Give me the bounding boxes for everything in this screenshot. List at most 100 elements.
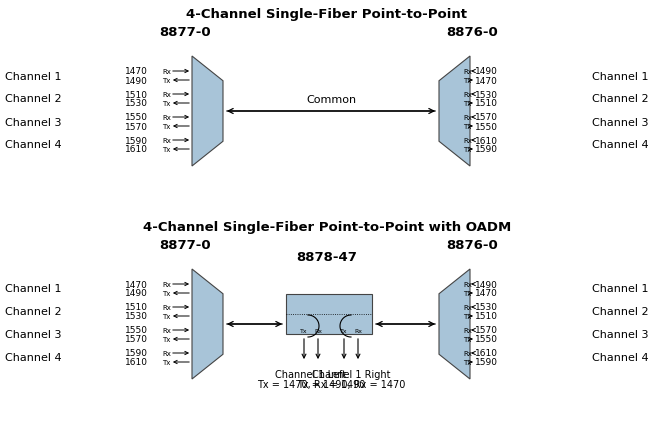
Text: Rx: Rx [463,327,472,333]
Text: 1510: 1510 [475,312,498,321]
Text: 1610: 1610 [475,349,498,358]
Text: Tx: Tx [463,78,472,84]
Text: 1550: 1550 [125,113,148,122]
Text: 1470: 1470 [125,67,148,76]
Polygon shape [192,269,223,379]
Text: Rx: Rx [162,327,171,333]
Text: Channel 2: Channel 2 [593,94,649,104]
Text: Channel 4: Channel 4 [5,140,61,150]
Text: Rx: Rx [162,138,171,144]
Text: Rx: Rx [162,281,171,287]
Text: Common: Common [306,95,356,105]
Text: Rx: Rx [162,115,171,121]
Text: Rx: Rx [463,92,472,98]
Text: Channel 1: Channel 1 [5,71,61,81]
Text: Rx: Rx [162,69,171,75]
Text: Rx: Rx [162,304,171,310]
Text: Rx: Rx [463,138,472,144]
Text: Tx: Tx [162,78,171,84]
Text: Channel 1: Channel 1 [593,284,649,294]
Text: Rx: Rx [463,304,472,310]
Text: 1530: 1530 [475,303,498,312]
Text: Tx: Tx [162,313,171,319]
Text: Rx: Rx [314,328,322,333]
Text: 1570: 1570 [475,113,498,122]
Text: Tx: Tx [463,359,472,365]
Text: Channel 4: Channel 4 [5,353,61,363]
Text: 4-Channel Single-Fiber Point-to-Point: 4-Channel Single-Fiber Point-to-Point [186,8,468,21]
Text: 1550: 1550 [125,326,148,335]
Text: 1570: 1570 [125,335,148,344]
Text: Rx: Rx [463,350,472,356]
Text: Channel 2: Channel 2 [5,94,61,104]
Text: Channel 3: Channel 3 [593,330,649,340]
Text: 4-Channel Single-Fiber Point-to-Point with OADM: 4-Channel Single-Fiber Point-to-Point wi… [143,221,511,233]
Text: Rx: Rx [463,281,472,287]
Text: Rx: Rx [354,328,362,333]
Text: Rx: Rx [162,350,171,356]
Text: 1570: 1570 [125,122,148,131]
Text: 1510: 1510 [475,99,498,108]
Text: 1470: 1470 [475,76,498,85]
Text: Tx: Tx [162,359,171,365]
Text: Channel 1: Channel 1 [593,71,649,81]
Text: 1550: 1550 [475,122,498,131]
Text: Channel 2: Channel 2 [5,307,61,317]
Text: Channel 4: Channel 4 [593,353,649,363]
Polygon shape [439,57,470,167]
Text: 1470: 1470 [475,289,498,298]
Text: 1590: 1590 [475,145,498,154]
Text: Channel 3: Channel 3 [5,330,61,340]
Bar [286,294,372,334]
Text: 1610: 1610 [125,358,148,367]
Text: Tx: Tx [463,124,472,130]
Text: Rx: Rx [463,115,472,121]
Text: Channel 3: Channel 3 [593,117,649,127]
Text: 1550: 1550 [475,335,498,344]
Text: 1530: 1530 [475,90,498,99]
Text: Rx: Rx [463,69,472,75]
Text: 1510: 1510 [125,90,148,99]
Text: Channel 4: Channel 4 [593,140,649,150]
Text: 8876-0: 8876-0 [446,239,498,251]
Text: Tx: Tx [463,313,472,319]
Text: Tx: Tx [463,101,472,107]
Text: 8878-47: 8878-47 [296,250,358,263]
Text: 8876-0: 8876-0 [446,26,498,39]
Text: 1590: 1590 [475,358,498,367]
Text: Channel 1 Right: Channel 1 Right [312,369,390,379]
Text: 1490: 1490 [125,289,148,298]
Polygon shape [439,269,470,379]
Text: Channel 2: Channel 2 [593,307,649,317]
Text: Tx = 1490, Rx = 1470: Tx = 1490, Rx = 1470 [297,379,405,389]
Text: 8877-0: 8877-0 [159,26,211,39]
Text: 1610: 1610 [125,145,148,154]
Text: Tx: Tx [463,290,472,296]
Text: Tx: Tx [300,328,308,333]
Text: 1590: 1590 [125,349,148,358]
Text: 1570: 1570 [475,326,498,335]
Text: 1510: 1510 [125,303,148,312]
Text: Tx = 1470, Rx = 1490: Tx = 1470, Rx = 1490 [257,379,365,389]
Text: Tx: Tx [463,147,472,153]
Text: Tx: Tx [463,336,472,342]
Text: Tx: Tx [162,147,171,153]
Text: 1530: 1530 [125,99,148,108]
Text: 1610: 1610 [475,136,498,145]
Text: Tx: Tx [340,328,348,333]
Text: Tx: Tx [162,336,171,342]
Text: Channel 1: Channel 1 [5,284,61,294]
Text: 1470: 1470 [125,280,148,289]
Text: 1490: 1490 [475,67,498,76]
Text: 1490: 1490 [475,280,498,289]
Text: Rx: Rx [162,92,171,98]
Text: Channel 3: Channel 3 [5,117,61,127]
Text: 1590: 1590 [125,136,148,145]
Text: 8877-0: 8877-0 [159,239,211,251]
Text: 1530: 1530 [125,312,148,321]
Text: Tx: Tx [162,101,171,107]
Text: Tx: Tx [162,290,171,296]
Text: Channel 1 Left: Channel 1 Left [275,369,347,379]
Polygon shape [192,57,223,167]
Text: 1490: 1490 [125,76,148,85]
